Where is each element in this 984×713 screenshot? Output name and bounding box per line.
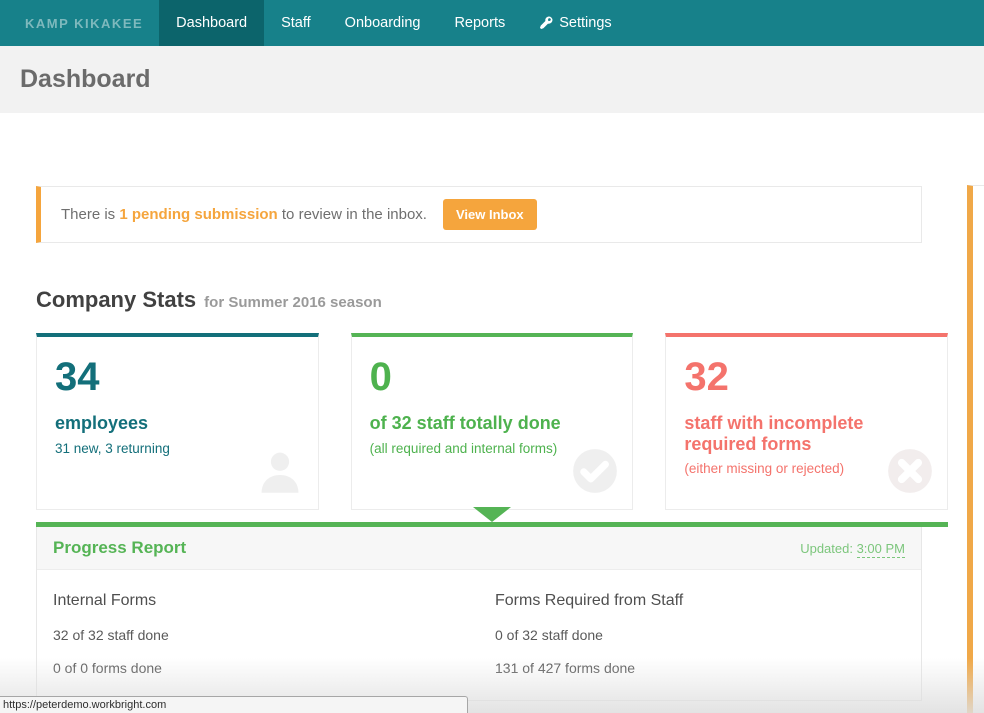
progress-report-title: Progress Report <box>53 538 187 557</box>
progress-report-updated: Updated: 3:00 PM <box>800 540 905 558</box>
progress-report-divider <box>36 507 948 527</box>
company-stats-subtitle: for Summer 2016 season <box>204 294 382 311</box>
wrench-icon <box>539 16 553 30</box>
stat-sub-label: 31 new, 3 returning <box>55 440 170 456</box>
nav-tab-reports[interactable]: Reports <box>437 0 522 46</box>
stat-card-incomplete-forms: 32 staff with incomplete required forms … <box>665 333 949 510</box>
stat-sub-label: (either missing or rejected) <box>684 461 845 477</box>
internal-forms-column: Internal Forms 32 of 32 staff done 0 of … <box>53 582 495 676</box>
person-icon <box>254 444 306 501</box>
nav-tab-label: Onboarding <box>344 15 421 31</box>
nav-tab-label: Dashboard <box>176 15 248 31</box>
stat-value: 34 <box>55 355 100 399</box>
stat-label: employees <box>55 413 149 433</box>
nav-tab-staff[interactable]: Staff <box>264 0 328 46</box>
nav-tab-label: Settings <box>559 15 612 31</box>
updated-label: Updated: <box>800 540 857 556</box>
updated-time[interactable]: 3:00 PM <box>856 540 905 558</box>
page-title: Dashboard <box>20 65 151 93</box>
stat-card-totally-done: 0 of 32 staff totally done (all required… <box>350 333 634 510</box>
column-row: 0 of 0 forms done <box>53 660 162 676</box>
stat-label: of 32 staff totally done <box>369 413 561 433</box>
view-inbox-button[interactable]: View Inbox <box>442 199 537 230</box>
company-stats-header: Company Stats for Summer 2016 season <box>36 287 984 313</box>
column-row: 32 of 32 staff done <box>53 627 169 643</box>
stat-value: 32 <box>684 355 729 399</box>
stat-sub-label: (all required and internal forms) <box>369 440 558 456</box>
brand-logo[interactable]: KAMP KIKAKEE <box>25 15 144 31</box>
page-heading-band: Dashboard <box>0 46 984 113</box>
top-navbar: KAMP KIKAKEE Dashboard Staff Onboarding … <box>0 0 984 46</box>
stat-card-employees: 34 employees 31 new, 3 returning <box>36 333 319 510</box>
pointer-triangle-icon <box>473 507 511 522</box>
stat-label: staff with incomplete required forms <box>684 413 864 454</box>
nav-tab-dashboard[interactable]: Dashboard <box>159 0 265 46</box>
pending-submission-link[interactable]: 1 pending submission <box>119 206 278 223</box>
progress-report-body: Internal Forms 32 of 32 staff done 0 of … <box>37 570 921 700</box>
company-stats-title: Company Stats <box>36 287 197 312</box>
column-row: 0 of 32 staff done <box>495 627 603 643</box>
x-circle-icon <box>885 446 935 501</box>
alert-text-prefix: There is <box>61 206 116 223</box>
column-heading: Internal Forms <box>53 592 157 609</box>
check-circle-icon <box>570 446 620 501</box>
stat-cards-row: 34 employees 31 new, 3 returning 0 of 32… <box>36 333 949 510</box>
nav-tab-label: Staff <box>281 15 311 31</box>
required-forms-column: Forms Required from Staff 0 of 32 staff … <box>495 582 905 676</box>
nav-tab-settings[interactable]: Settings <box>522 0 628 46</box>
progress-report-panel: Progress Report Updated: 3:00 PM Interna… <box>36 527 922 701</box>
column-row: 131 of 427 forms done <box>495 660 636 676</box>
column-heading: Forms Required from Staff <box>495 592 684 609</box>
nav-tab-onboarding[interactable]: Onboarding <box>328 0 438 46</box>
pending-submission-alert: There is 1 pending submission to review … <box>36 186 922 243</box>
offscreen-alert-edge <box>967 185 984 713</box>
browser-status-url: https://peterdemo.workbright.com <box>0 696 468 713</box>
stat-value: 0 <box>369 355 392 399</box>
alert-text-suffix: to review in the inbox. <box>281 206 427 223</box>
progress-report-header: Progress Report Updated: 3:00 PM <box>37 527 921 570</box>
nav-tab-label: Reports <box>454 15 506 31</box>
